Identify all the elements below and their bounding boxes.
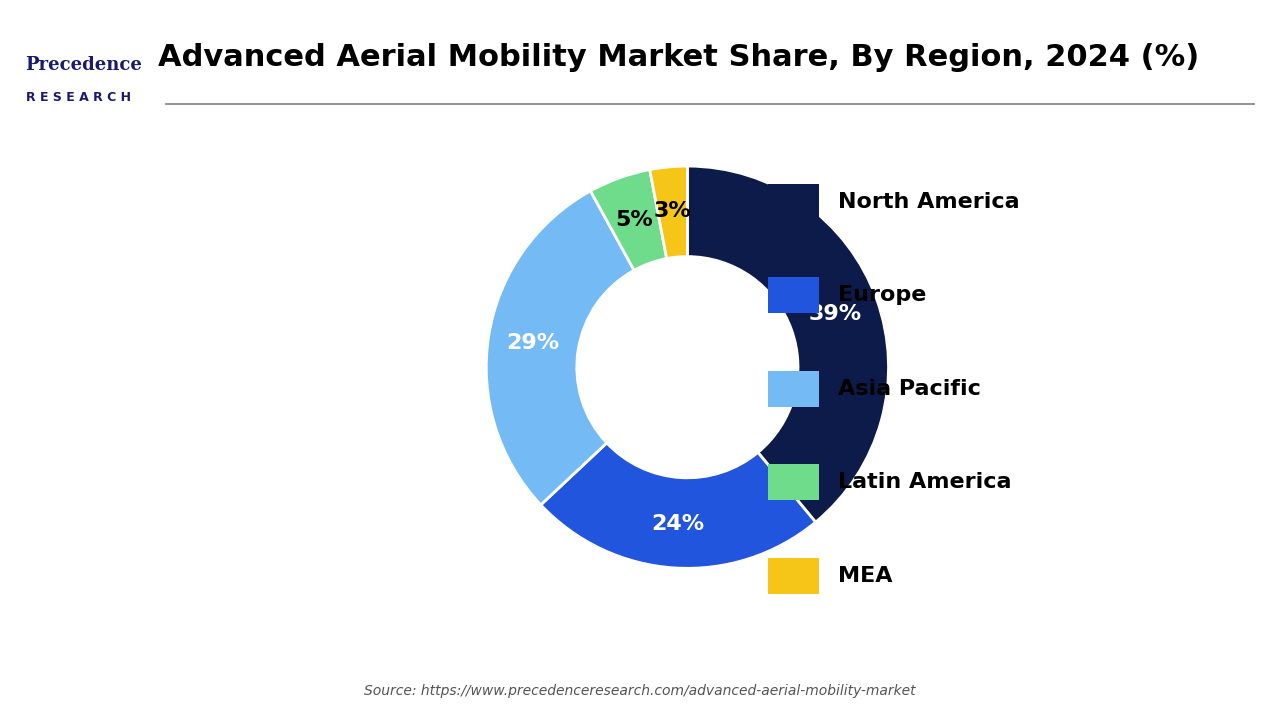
Text: 29%: 29% <box>506 333 559 353</box>
Text: MEA: MEA <box>838 566 893 586</box>
Text: 5%: 5% <box>616 210 653 230</box>
Text: Latin America: Latin America <box>838 472 1012 492</box>
Wedge shape <box>687 166 888 522</box>
Text: Europe: Europe <box>838 285 927 305</box>
Text: Advanced Aerial Mobility Market Share, By Region, 2024 (%): Advanced Aerial Mobility Market Share, B… <box>157 43 1199 72</box>
Text: 39%: 39% <box>809 304 861 324</box>
Text: Asia Pacific: Asia Pacific <box>838 379 982 399</box>
Text: 24%: 24% <box>652 514 704 534</box>
Text: Source: https://www.precedenceresearch.com/advanced-aerial-mobility-market: Source: https://www.precedenceresearch.c… <box>365 684 915 698</box>
Text: 3%: 3% <box>654 201 691 221</box>
Wedge shape <box>486 191 634 505</box>
Wedge shape <box>650 166 687 258</box>
Wedge shape <box>590 170 667 270</box>
Text: North America: North America <box>838 192 1020 212</box>
Wedge shape <box>540 443 815 568</box>
Text: R E S E A R C H: R E S E A R C H <box>26 91 131 104</box>
Text: Precedence: Precedence <box>26 55 142 73</box>
